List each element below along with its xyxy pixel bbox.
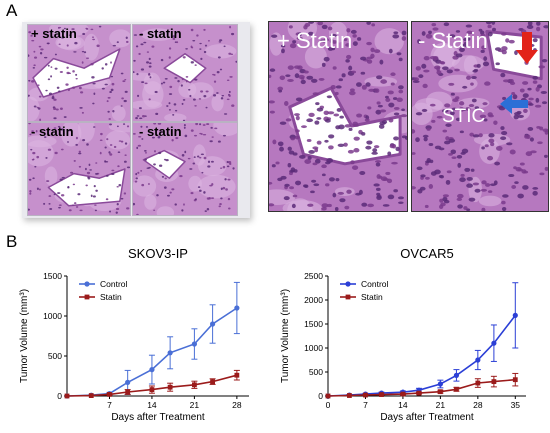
- chart-title: OVCAR5: [400, 246, 453, 261]
- data-point: [210, 321, 216, 327]
- y-tick-label: 0: [318, 391, 323, 401]
- data-point: [491, 340, 497, 346]
- y-axis-label: Tumor Volume (mm³): [19, 289, 30, 383]
- micrograph-label: + statin: [31, 26, 77, 41]
- legend-marker: [345, 294, 351, 300]
- data-point: [64, 393, 70, 399]
- data-point: [347, 393, 352, 398]
- data-point: [167, 384, 173, 390]
- data-point: [475, 357, 481, 363]
- micrograph-label: - statin: [31, 124, 74, 139]
- data-point: [125, 389, 131, 395]
- data-point: [454, 386, 459, 392]
- legend-marker: [84, 281, 90, 287]
- chart-title: SKOV3-IP: [128, 246, 188, 261]
- series-statin: [325, 372, 519, 399]
- y-tick-label: 0: [57, 391, 62, 401]
- data-point: [210, 379, 215, 384]
- data-point: [363, 392, 368, 398]
- y-axis-label: Tumor Volume (mm³): [280, 289, 291, 383]
- data-point: [149, 387, 155, 392]
- x-tick-label: 35: [511, 400, 521, 410]
- data-point: [453, 372, 460, 378]
- series-statin: [64, 369, 240, 399]
- x-tick-label: 14: [147, 400, 157, 410]
- zoom-plus-statin: + Statin: [268, 21, 408, 212]
- data-point: [325, 393, 331, 399]
- zoom-label: + Statin: [277, 28, 353, 53]
- legend-label: Statin: [100, 292, 122, 302]
- x-tick-label: 7: [363, 400, 368, 410]
- data-point: [125, 379, 131, 385]
- y-tick-label: 1000: [304, 343, 323, 353]
- legend-label: Control: [361, 279, 389, 289]
- zoom-minus-statin: - Statin STIC: [411, 21, 549, 212]
- data-point: [234, 372, 240, 378]
- data-point: [437, 381, 443, 387]
- data-point: [400, 391, 406, 397]
- x-tick-label: 28: [232, 400, 242, 410]
- data-point: [149, 367, 155, 373]
- legend-marker: [84, 294, 90, 300]
- x-tick-label: 7: [107, 400, 112, 410]
- chart-skov3-ip: SKOV3-IP 7 14 21 28 0 500 1000 1500 Days after Tr…: [0, 244, 270, 433]
- data-point: [167, 350, 173, 356]
- x-tick-label: 28: [473, 400, 483, 410]
- micrograph-minus-statin-1: - statin: [132, 24, 238, 122]
- data-point: [107, 392, 112, 397]
- y-tick-label: 500: [48, 351, 62, 361]
- micrograph-label: - statin: [139, 124, 182, 139]
- y-tick-label: 500: [309, 367, 323, 377]
- y-tick-label: 1500: [304, 319, 323, 329]
- data-point: [234, 305, 240, 311]
- micrograph-plus-statin: + statin: [27, 24, 131, 122]
- data-point: [491, 379, 497, 384]
- x-axis-label: Days after Treatment: [380, 412, 474, 423]
- legend-label: Control: [100, 279, 128, 289]
- y-tick-label: 2000: [304, 295, 323, 305]
- legend-label: Statin: [361, 292, 383, 302]
- y-tick-label: 2500: [304, 271, 323, 281]
- legend: Control Statin: [79, 279, 128, 302]
- data-point: [379, 392, 384, 397]
- x-tick-label: 0: [326, 400, 331, 410]
- data-point: [416, 390, 422, 396]
- legend: Control Statin: [340, 279, 389, 302]
- y-tick-label: 1500: [43, 271, 62, 281]
- data-point: [512, 377, 518, 383]
- chart-ovcar5: OVCAR5 0 7 14 21 28 35 0 500 1000 1500 2000 2500 Days…: [270, 244, 550, 433]
- x-axis-label: Days after Treatment: [111, 412, 205, 423]
- data-point: [437, 389, 443, 395]
- x-tick-label: 14: [398, 400, 408, 410]
- y-tick-label: 1000: [43, 311, 62, 321]
- data-point: [192, 382, 197, 388]
- panel-a-letter: A: [6, 1, 18, 20]
- data-point: [88, 393, 94, 398]
- data-point: [475, 380, 481, 386]
- zoom-label: - Statin: [418, 28, 488, 53]
- data-point: [191, 341, 197, 347]
- data-point: [512, 312, 518, 318]
- legend-marker: [345, 281, 351, 287]
- panel-b-letter: B: [6, 232, 18, 251]
- micrograph-minus-statin-2: - statin: [27, 122, 131, 216]
- micrograph-minus-statin-3: - statin: [132, 122, 238, 216]
- series-line: [327, 314, 516, 397]
- stic-annotation: STIC: [442, 106, 486, 127]
- micrograph-label: - statin: [139, 26, 182, 41]
- x-tick-label: 21: [190, 400, 200, 410]
- x-tick-label: 21: [436, 400, 446, 410]
